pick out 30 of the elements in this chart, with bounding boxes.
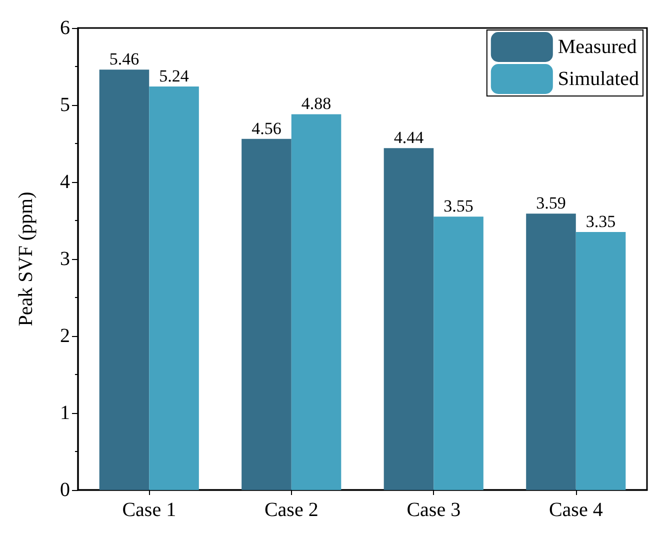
x-tick-label: Case 2	[264, 499, 318, 521]
y-tick-label: 5	[60, 94, 70, 116]
bar	[526, 214, 576, 490]
bar	[576, 232, 626, 490]
legend-label: Measured	[558, 36, 637, 58]
data-label: 4.56	[252, 118, 282, 138]
y-axis-title: Peak SVF (ppm)	[15, 192, 37, 326]
data-label: 5.24	[159, 66, 190, 86]
bar	[434, 216, 484, 490]
y-tick-label: 4	[60, 171, 70, 193]
y-tick-label: 6	[60, 17, 70, 39]
bar	[99, 70, 150, 490]
y-tick-label: 0	[60, 479, 70, 501]
bar	[149, 86, 199, 490]
x-tick-label: Case 3	[406, 499, 461, 521]
x-tick-label: Case 1	[122, 499, 176, 521]
bar	[291, 114, 342, 490]
bar	[242, 138, 292, 490]
y-tick-label: 2	[60, 325, 70, 347]
data-label: 3.59	[536, 194, 566, 213]
data-label: 5.46	[109, 50, 140, 69]
data-label: 4.44	[394, 128, 424, 148]
legend-label: Simulated	[558, 68, 640, 90]
data-label: 3.55	[444, 196, 474, 216]
y-tick-label: 3	[60, 248, 70, 270]
bar	[384, 148, 434, 490]
data-label: 3.35	[586, 212, 616, 232]
y-tick-label: 1	[60, 402, 70, 424]
data-label: 4.88	[301, 94, 332, 114]
x-tick-label: Case 4	[548, 499, 603, 521]
